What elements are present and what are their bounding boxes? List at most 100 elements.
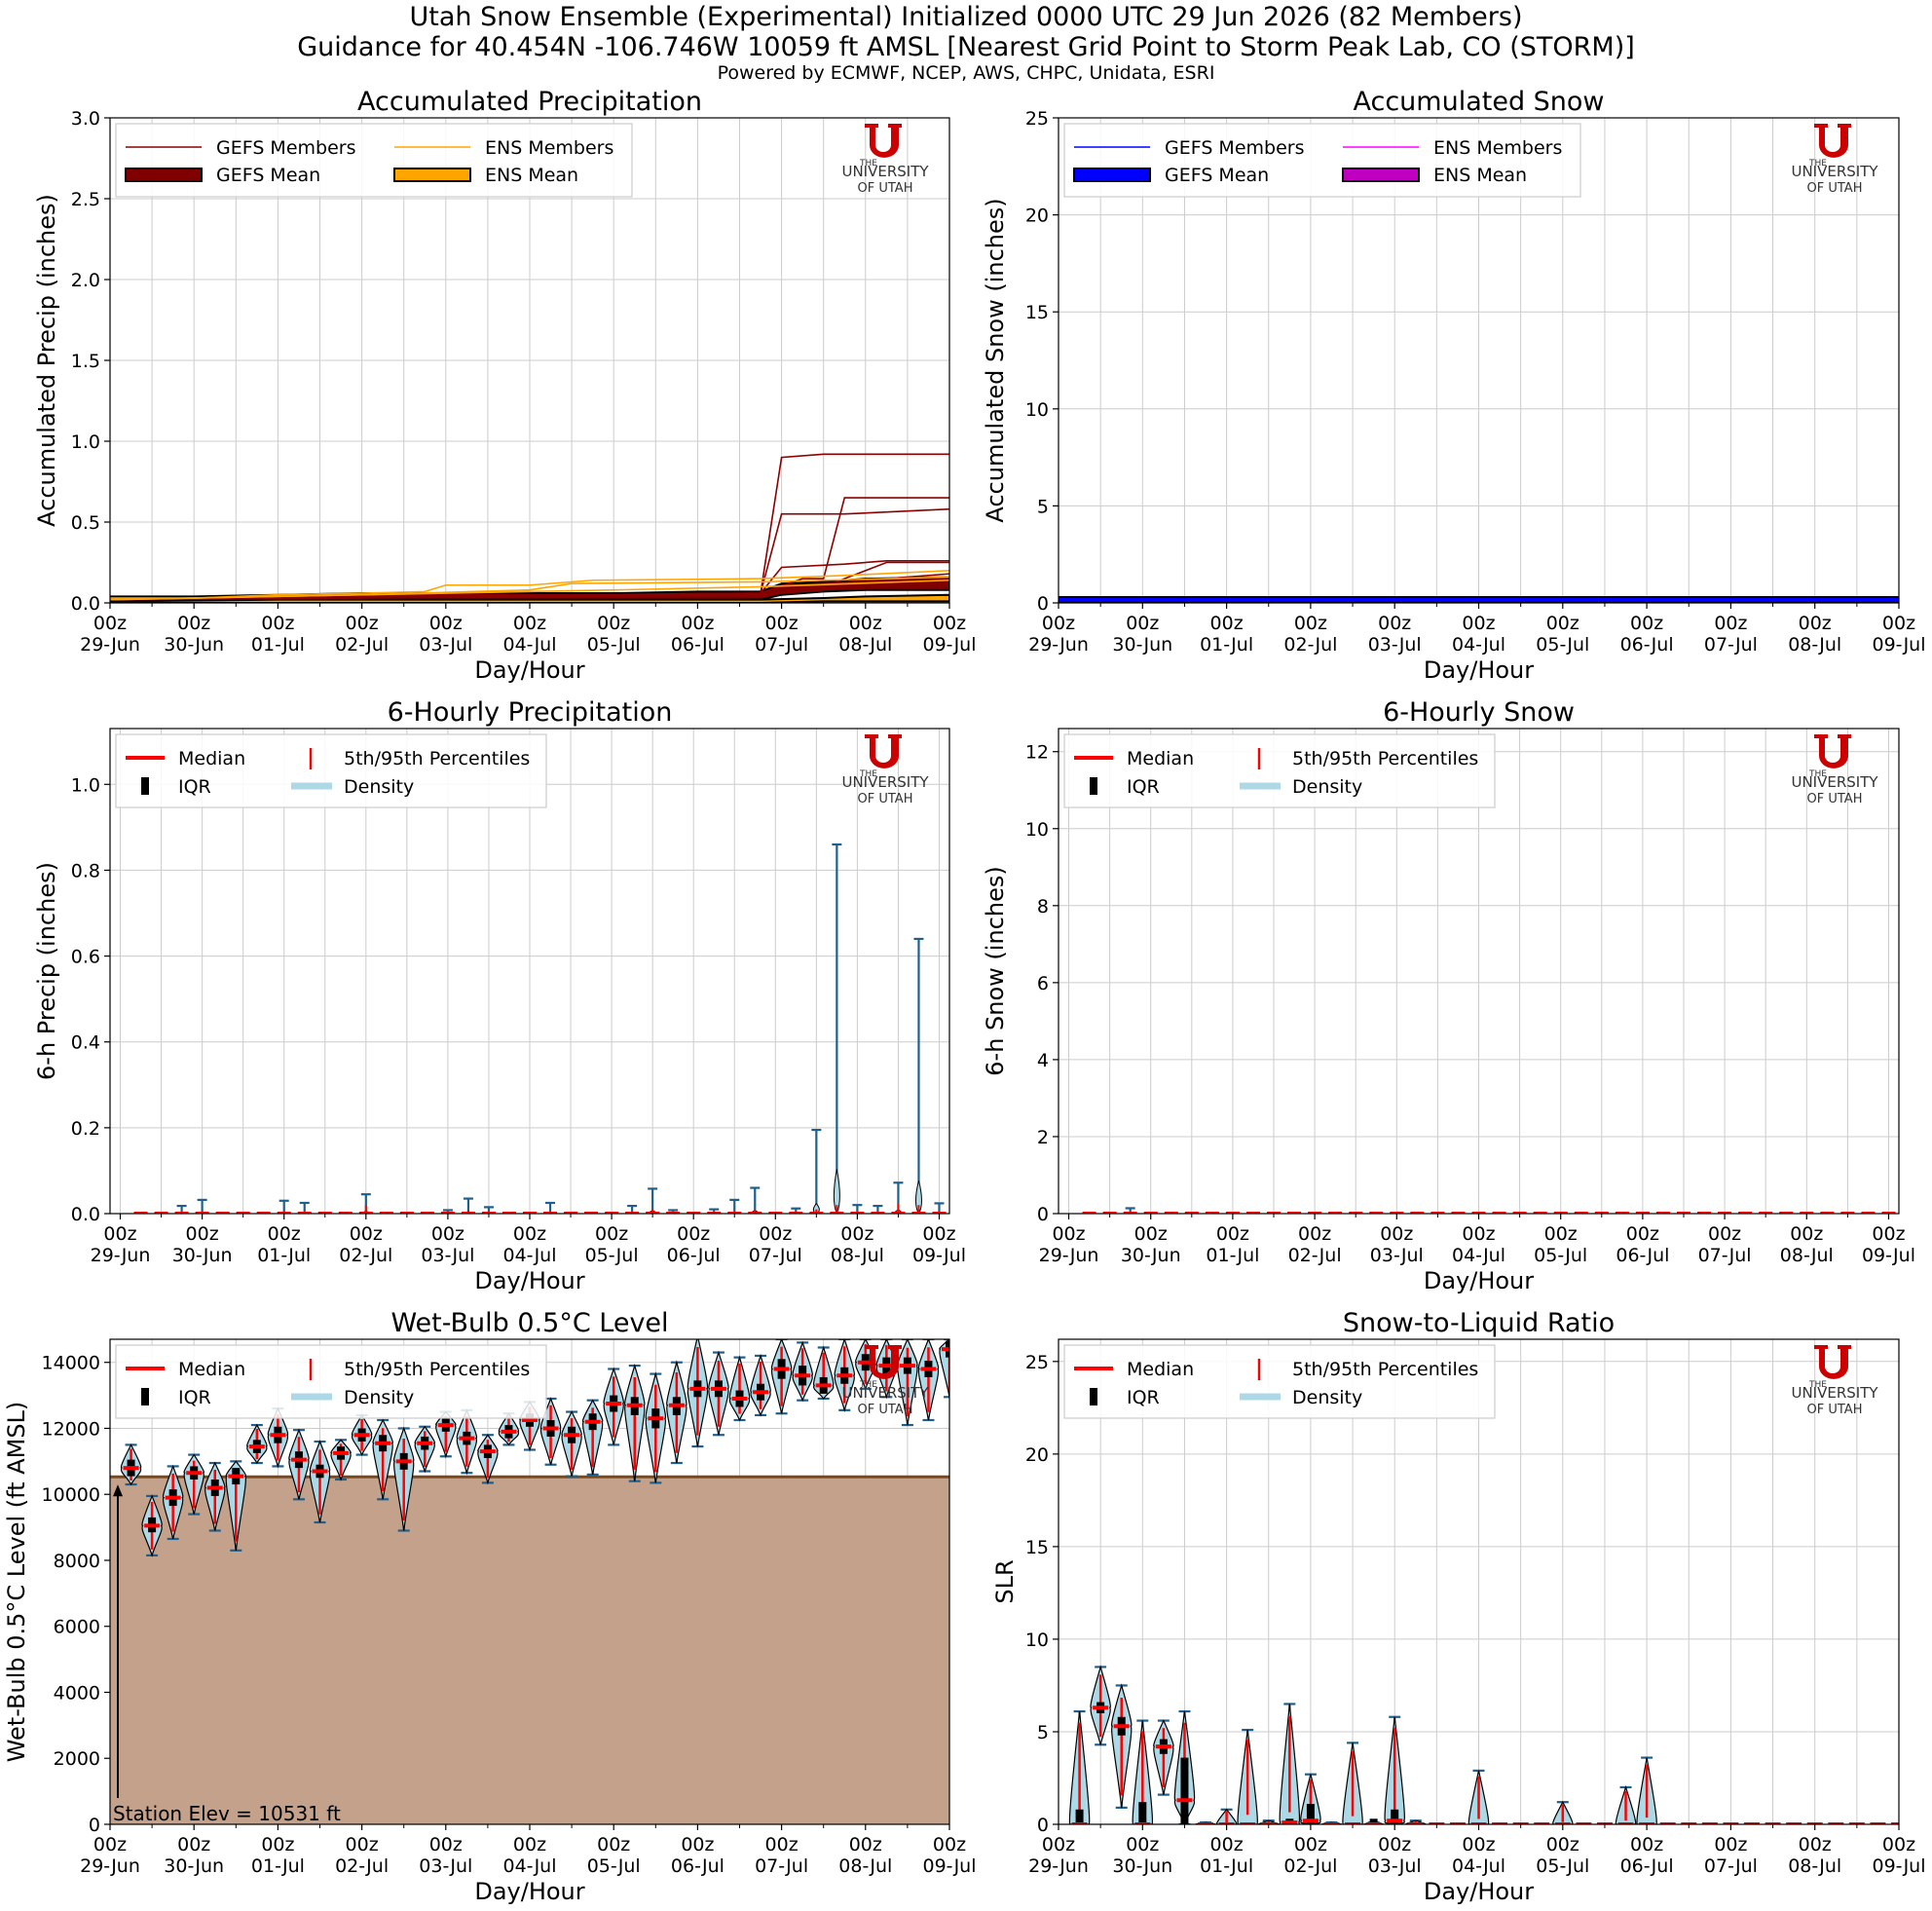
y-tick-label: 10 <box>1025 819 1049 841</box>
legend: GEFS Members ENS Members GEFS Mean ENS Mean <box>1063 123 1581 198</box>
legend-label: ENS Mean <box>485 165 578 186</box>
legend-label: Density <box>344 776 414 798</box>
chart-accum_precip: 0.00.51.01.52.02.53.000z29-Jun00z30-Jun0… <box>33 87 977 684</box>
x-tick-label-hour: 00z <box>177 1834 210 1855</box>
chart-title: 6-Hourly Precipitation <box>388 697 673 728</box>
x-tick-label-hour: 00z <box>681 613 714 634</box>
x-tick-label-day: 01-Jul <box>1200 634 1253 656</box>
x-tick-label-hour: 00z <box>1462 1223 1495 1245</box>
logo-university: UNIVERSITY <box>841 163 929 180</box>
chart-title: Accumulated Snow <box>1353 87 1604 117</box>
violin <box>1615 1784 1637 1824</box>
legend-swatch-iqr <box>1090 777 1097 795</box>
x-tick-label-hour: 00z <box>1790 1223 1823 1245</box>
y-tick-label: 15 <box>1025 1537 1049 1558</box>
x-tick-label-day: 08-Jul <box>831 1245 884 1266</box>
legend-label: 5th/95th Percentiles <box>344 748 530 769</box>
x-tick-label-hour: 00z <box>1882 1834 1915 1855</box>
x-tick-label-hour: 00z <box>1462 613 1495 634</box>
x-tick-label-day: 06-Jul <box>1620 634 1674 656</box>
y-axis-label: 6-h Snow (inches) <box>982 866 1009 1075</box>
iqr-box <box>1391 1809 1399 1824</box>
y-tick-label: 4000 <box>54 1682 100 1704</box>
violin <box>708 1350 729 1437</box>
x-tick-label-hour: 00z <box>1294 613 1327 634</box>
violin <box>917 1339 940 1422</box>
x-tick-label-day: 30-Jun <box>1121 1245 1181 1266</box>
iqr-box <box>1180 1757 1189 1824</box>
x-tick-label-hour: 00z <box>513 613 546 634</box>
y-tick-label: 2 <box>1037 1127 1049 1148</box>
chart-wetbulb_level: 0 2000 4000 6000 8000 10000 12000 14000 Station … <box>3 1308 977 1905</box>
y-tick-label: 25 <box>1025 1352 1049 1373</box>
y-axis-label: Wet-Bulb 0.5°C Level (ft AMSL) <box>3 1402 30 1763</box>
x-tick-label-hour: 00z <box>1210 1834 1244 1855</box>
violin <box>932 1202 947 1214</box>
violin <box>727 1198 742 1214</box>
x-tick-label-hour: 00z <box>1294 1834 1327 1855</box>
logo-of-utah: OF UTAH <box>1807 1403 1863 1417</box>
figure-title-line1: Utah Snow Ensemble (Experimental) Initia… <box>409 2 1523 32</box>
violin <box>1090 1665 1111 1746</box>
plot-area <box>1059 596 1899 603</box>
violin <box>477 1434 499 1485</box>
logo-the: THE <box>859 769 877 779</box>
x-tick-label-day: 04-Jul <box>1452 634 1505 656</box>
violin <box>277 1199 291 1214</box>
x-tick-label-hour: 00z <box>429 613 463 634</box>
legend-label: 5th/95th Percentiles <box>344 1359 530 1380</box>
violin <box>1362 1818 1385 1824</box>
legend-label: Median <box>1127 748 1194 769</box>
violin <box>789 1207 803 1214</box>
x-tick-label-hour: 00z <box>1378 1834 1411 1855</box>
violin <box>770 1339 793 1415</box>
x-tick-label-hour: 00z <box>1714 1834 1747 1855</box>
violin <box>939 1339 949 1399</box>
x-tick-label-hour: 00z <box>346 613 379 634</box>
x-tick-label-day: 06-Jul <box>1616 1245 1669 1266</box>
violin <box>792 1340 813 1403</box>
x-tick-label-day: 05-Jul <box>1536 634 1589 656</box>
legend-swatch-iqr <box>141 1388 149 1405</box>
violin <box>461 1197 475 1214</box>
x-axis-label: Day/Hour <box>1424 656 1534 684</box>
x-tick-label-day: 05-Jul <box>1534 1245 1587 1266</box>
x-tick-label-hour: 00z <box>677 1223 710 1245</box>
x-tick-label-hour: 00z <box>186 1223 219 1245</box>
y-tick-label: 4 <box>1037 1050 1049 1071</box>
x-tick-label-day: 30-Jun <box>164 634 224 656</box>
x-tick-label-day: 06-Jul <box>667 1245 721 1266</box>
violin <box>1153 1719 1174 1796</box>
logo-u-shape <box>1814 124 1851 158</box>
violin <box>372 1418 393 1501</box>
violin <box>288 1428 310 1501</box>
x-tick-label-day: 04-Jul <box>1452 1245 1505 1266</box>
x-tick-label-day: 03-Jul <box>421 1245 474 1266</box>
x-tick-label-day: 09-Jul <box>1872 634 1925 656</box>
logo-of-utah: OF UTAH <box>858 181 913 196</box>
x-tick-label-hour: 00z <box>1126 613 1159 634</box>
x-tick-label-day: 09-Jul <box>912 1245 966 1266</box>
x-tick-label-hour: 00z <box>1630 1834 1663 1855</box>
violin <box>750 1353 771 1417</box>
y-tick-label: 5 <box>1037 1722 1049 1743</box>
x-axis-label: Day/Hour <box>1424 1878 1534 1905</box>
legend-label: IQR <box>1127 1387 1160 1408</box>
x-tick-label-day: 03-Jul <box>419 634 472 656</box>
chart-six_hourly_snow: 02468101200z29-Jun00z30-Jun00z01-Jul00z0… <box>982 697 1915 1294</box>
chart-accum_snow: 051015202500z29-Jun00z30-Jun00z01-Jul00z… <box>982 87 1926 684</box>
violin <box>809 1128 824 1214</box>
x-tick-label-day: 08-Jul <box>838 1855 892 1877</box>
series-line-ens_member <box>110 579 949 601</box>
violin <box>1111 1683 1133 1809</box>
x-axis-label: Day/Hour <box>474 1878 584 1905</box>
logo-of-utah: OF UTAH <box>858 792 913 806</box>
y-axis-label: Accumulated Precip (inches) <box>33 194 60 527</box>
chart-title: Wet-Bulb 0.5°C Level <box>390 1308 668 1338</box>
x-tick-label-hour: 00z <box>759 1223 792 1245</box>
legend: GEFS Members ENS Members GEFS Mean ENS Mean <box>115 123 633 198</box>
y-axis-label: 6-h Precip (inches) <box>33 862 60 1080</box>
